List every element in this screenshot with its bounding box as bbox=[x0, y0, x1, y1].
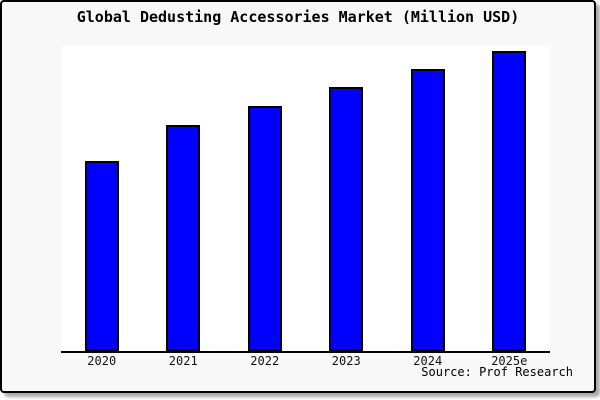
x-tick-label: 2021 bbox=[168, 354, 198, 368]
plot-area bbox=[61, 46, 550, 353]
bar-2023 bbox=[329, 87, 364, 351]
x-tick-label: 2022 bbox=[250, 354, 280, 368]
x-tick-label: 2025e bbox=[491, 354, 528, 368]
x-tick-label: 2020 bbox=[87, 354, 117, 368]
source-label: Source: Prof Research bbox=[421, 365, 573, 379]
bar-2025e bbox=[492, 51, 527, 351]
bar-2024 bbox=[410, 69, 445, 351]
x-axis-labels: 2020 2021 2022 2023 2024 2025e bbox=[61, 354, 550, 368]
bar-2021 bbox=[166, 124, 201, 351]
bar-2020 bbox=[84, 161, 119, 351]
chart-card: Global Dedusting Accessories Market (Mil… bbox=[0, 0, 596, 393]
x-tick-label: 2023 bbox=[331, 354, 361, 368]
x-tick-label: 2024 bbox=[413, 354, 443, 368]
bar-2022 bbox=[247, 106, 282, 351]
chart-title: Global Dedusting Accessories Market (Mil… bbox=[76, 8, 520, 26]
